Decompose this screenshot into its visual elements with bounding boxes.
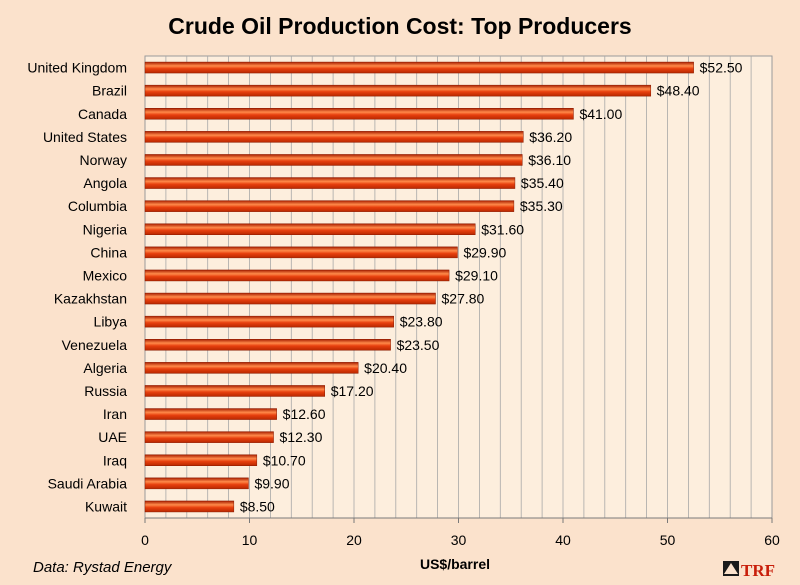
bar — [144, 385, 325, 397]
category-label: Columbia — [68, 198, 127, 214]
data-label: $20.40 — [364, 360, 407, 376]
category-label: Algeria — [83, 360, 127, 376]
bar — [144, 315, 394, 328]
value-labels: $52.50$48.40 $41.00 $36.20 $36.10 $35.40 $35.… — [240, 60, 743, 515]
data-label: $23.50 — [397, 337, 440, 353]
x-axis-label: US$/barrel — [420, 556, 490, 572]
data-label: $31.60 — [481, 221, 524, 237]
bar — [144, 292, 436, 305]
category-label: Mexico — [83, 267, 128, 283]
data-label: $12.60 — [283, 406, 326, 422]
data-label: $8.50 — [240, 498, 275, 514]
data-label: $36.10 — [528, 152, 571, 168]
x-tick-label: 20 — [346, 532, 362, 548]
trf-logo: TRF — [723, 561, 775, 580]
category-label: Norway — [80, 152, 127, 168]
category-label: United States — [43, 129, 127, 145]
source-note: Data: Rystad Energy — [33, 559, 173, 576]
data-label: $23.80 — [400, 314, 443, 330]
bar — [144, 61, 694, 74]
bar — [144, 500, 235, 513]
x-tick-label: 40 — [555, 532, 571, 548]
category-label: Saudi Arabia — [48, 475, 128, 491]
data-label: $41.00 — [579, 106, 622, 122]
bar — [144, 477, 249, 490]
category-label: China — [90, 244, 127, 260]
bar — [144, 431, 274, 443]
bar — [144, 200, 515, 212]
category-label: Libya — [94, 314, 128, 330]
data-label: $9.90 — [254, 475, 289, 491]
x-tick-label: 0 — [141, 532, 149, 548]
bar — [144, 339, 391, 351]
x-tick-label: 60 — [764, 532, 780, 548]
bar — [144, 269, 450, 282]
data-label: $36.20 — [529, 129, 572, 145]
data-label: $10.70 — [263, 452, 306, 468]
bar — [144, 108, 574, 120]
bar — [144, 131, 524, 143]
bar — [144, 362, 359, 374]
bars — [144, 61, 694, 513]
category-label: Russia — [84, 383, 127, 399]
data-label: $29.90 — [463, 244, 506, 260]
category-label: UAE — [98, 429, 127, 445]
bar — [144, 223, 476, 235]
category-labels: United Kingdom Brazil Canada United States N… — [27, 60, 127, 515]
category-label: Kazakhstan — [54, 291, 127, 307]
chart-title: Crude Oil Production Cost: Top Producers — [168, 13, 631, 39]
category-label: Venezuela — [62, 337, 128, 353]
category-label: Kuwait — [85, 498, 127, 514]
category-label: Brazil — [92, 83, 127, 99]
data-label: $35.30 — [520, 198, 563, 214]
bar — [144, 154, 523, 166]
category-label: Iran — [103, 406, 127, 422]
bar — [144, 454, 258, 466]
data-label: $48.40 — [657, 83, 700, 99]
category-label: Canada — [78, 106, 127, 122]
category-label: Nigeria — [83, 221, 128, 237]
data-label: $29.10 — [455, 267, 498, 283]
category-label: Angola — [83, 175, 127, 191]
x-tick-label: 30 — [451, 532, 467, 548]
bar — [144, 246, 458, 259]
bar — [144, 84, 652, 97]
data-label: $52.50 — [700, 60, 743, 76]
data-label: $12.30 — [280, 429, 323, 445]
logo-text: TRF — [741, 561, 775, 580]
bar — [144, 408, 277, 420]
x-axis-ticks: 0 10 20 30 40 50 60 — [141, 518, 780, 548]
category-label: Iraq — [103, 452, 127, 468]
category-label: United Kingdom — [27, 60, 127, 76]
x-tick-label: 50 — [660, 532, 676, 548]
bar — [144, 177, 516, 189]
x-tick-label: 10 — [242, 532, 258, 548]
data-label: $35.40 — [521, 175, 564, 191]
data-label: $17.20 — [331, 383, 374, 399]
data-label: $27.80 — [442, 291, 485, 307]
